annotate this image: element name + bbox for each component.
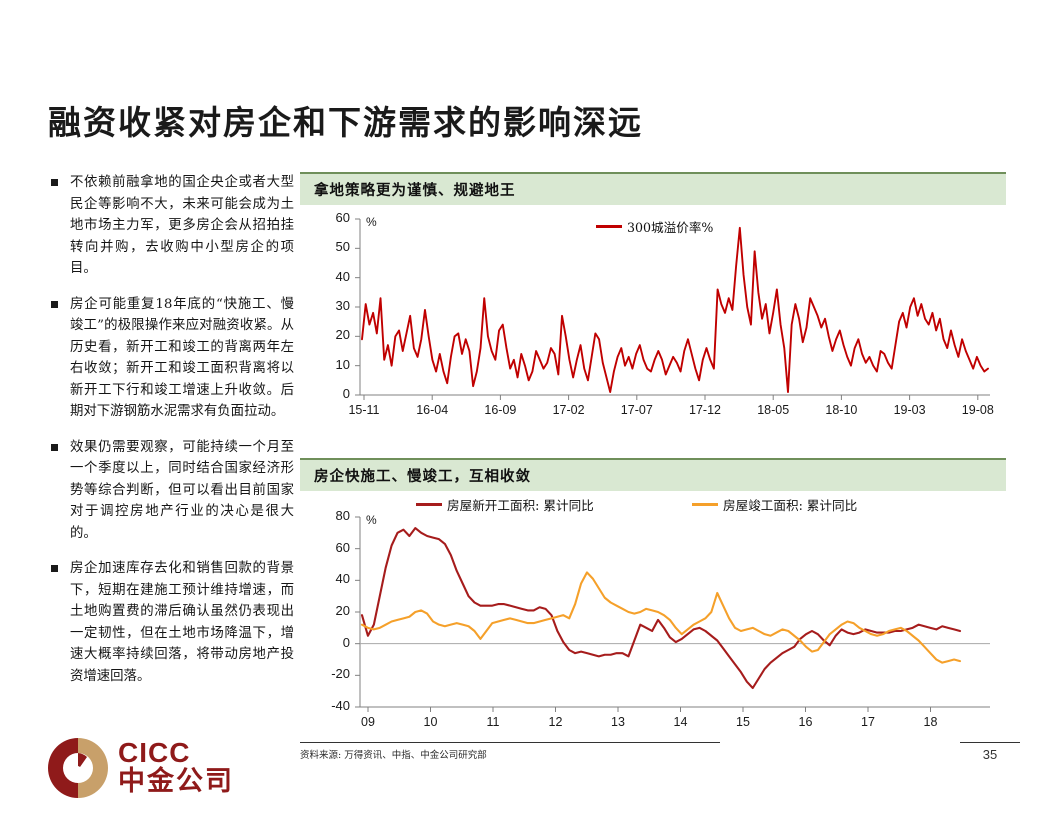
chart-panel-starts-completions: 房企快施工、慢竣工，互相收敛 -40 -20 0 20 40 60 80% 09 10 11 12 1… (300, 458, 1006, 741)
line-chart-1 (355, 218, 990, 400)
cicc-mark-icon (48, 738, 108, 798)
y-axis-tick-label: 20 (335, 603, 350, 618)
list-item: 效果仍需要观察，可能持续一个月至一个季度以上，同时结合国家经济形势等综合判断，但… (50, 437, 294, 545)
bullet-marker-icon (51, 565, 58, 572)
legend-label: 房屋新开工面积: 累计同比 (447, 498, 594, 513)
list-item: 不依赖前融拿地的国企央企或者大型民企等影响不大，未来可能会成为土地市场主力军，更… (50, 172, 294, 280)
logo-cn-text: 中金公司 (118, 766, 234, 797)
bullet-list: 不依赖前融拿地的国企央企或者大型民企等影响不大，未来可能会成为土地市场主力军，更… (50, 172, 294, 701)
y-axis-tick-label: 80 (335, 508, 350, 523)
logo-wordmark: CICC 中金公司 (118, 738, 234, 797)
y-axis-unit-label: % (366, 215, 377, 229)
page-number: 35 (960, 742, 1020, 762)
x-axis-tick-label: 17-07 (620, 403, 653, 417)
y-axis-tick-label: 50 (335, 239, 350, 255)
legend-label: 房屋竣工面积: 累计同比 (723, 498, 858, 513)
legend-color-swatch (596, 225, 622, 228)
x-axis-tick-label: 17-02 (552, 403, 585, 417)
chart-panel-premium-rate: 拿地策略更为谨慎、规避地王 0 10 20 30 40 50 60% 15-11 16-04 16… (300, 172, 1006, 427)
bullet-text: 房企加速库存去化和销售回款的背景下，短期在建施工预计维持增速，而土地购置费的滞后… (70, 561, 294, 684)
chart-title-2: 房企快施工、慢竣工，互相收敛 (300, 458, 1006, 491)
chart-legend-item: 房屋竣工面积: 累计同比 (692, 495, 857, 514)
chart-legend-item: 房屋新开工面积: 累计同比 (416, 495, 594, 514)
y-axis-tick-label: -40 (331, 698, 350, 713)
y-axis-tick-label: 40 (335, 571, 350, 587)
y-axis-tick-label: 60 (335, 210, 350, 225)
x-axis-tick-label: 16-09 (484, 403, 517, 417)
page-title: 融资收紧对房企和下游需求的影响深远 (48, 103, 643, 142)
y-axis-tick-label: 40 (335, 268, 350, 284)
legend-color-swatch (692, 503, 718, 506)
x-axis-tick-label: 10 (423, 715, 438, 729)
x-axis-tick-label: 19-03 (893, 403, 926, 417)
x-axis-tick-label: 17-12 (689, 403, 721, 417)
bullet-text: 不依赖前融拿地的国企央企或者大型民企等影响不大，未来可能会成为土地市场主力军，更… (70, 175, 294, 276)
y-axis-tick-label: 10 (335, 356, 350, 372)
list-item: 房企加速库存去化和销售回款的背景下，短期在建施工预计维持增速，而土地购置费的滞后… (50, 558, 294, 687)
cicc-logo: CICC 中金公司 (44, 736, 258, 802)
y-axis-tick-label: 20 (335, 327, 350, 343)
x-axis-tick-label: 18-05 (757, 403, 790, 417)
source-note: 资料来源: 万得资讯、中指、中金公司研究部 (300, 742, 720, 761)
x-axis-tick-label: 15-11 (348, 403, 380, 417)
bullet-marker-icon (51, 443, 58, 451)
y-axis-unit-label: % (366, 513, 377, 527)
x-axis-tick-label: 15 (736, 715, 750, 729)
logo-en-text: CICC (118, 737, 191, 768)
x-axis-tick-label: 09 (361, 715, 375, 729)
chart-plot-area-1: 0 10 20 30 40 50 60% 15-11 16-04 16-09 17-02 17-07 1… (300, 205, 1006, 427)
chart-title-1: 拿地策略更为谨慎、规避地王 (300, 172, 1006, 205)
list-item: 房企可能重复18年底的“快施工、慢竣工”的极限操作来应对融资收紧。从历史看，新开… (50, 294, 294, 423)
line-chart-2 (355, 516, 990, 712)
legend-label: 300城溢价率% (627, 220, 714, 235)
y-axis-tick-label: -20 (331, 666, 350, 682)
x-axis-tick-label: 17 (861, 715, 875, 729)
y-axis-tick-label: 0 (342, 634, 350, 650)
bullet-text: 房企可能重复18年底的“快施工、慢竣工”的极限操作来应对融资收紧。从历史看，新开… (70, 296, 294, 420)
bullet-marker-icon (51, 179, 58, 186)
bullet-text: 效果仍需要观察，可能持续一个月至一个季度以上，同时结合国家经济形势等综合判断，但… (70, 439, 294, 541)
x-axis-tick-label: 14 (673, 715, 688, 729)
x-axis-tick-label: 18 (923, 715, 938, 729)
chart-plot-area-2: -40 -20 0 20 40 60 80% 09 10 11 12 13 14 15 16 17 18 房屋新开… (300, 491, 1006, 741)
legend-color-swatch (416, 503, 442, 506)
y-axis-tick-label: 0 (342, 386, 350, 401)
x-axis-tick-label: 16 (798, 715, 813, 729)
bullet-marker-icon (51, 300, 58, 308)
x-axis-tick-label: 19-08 (961, 403, 994, 417)
x-axis-tick-label: 16-04 (416, 403, 449, 417)
x-axis-tick-label: 12 (548, 715, 563, 729)
y-axis-tick-label: 60 (335, 539, 350, 555)
y-axis-tick-label: 30 (335, 298, 350, 313)
x-axis-tick-label: 11 (486, 715, 500, 729)
chart-legend-item: 300城溢价率% (596, 217, 713, 236)
x-axis-tick-label: 13 (611, 715, 625, 729)
x-axis-tick-label: 18-10 (825, 403, 858, 417)
